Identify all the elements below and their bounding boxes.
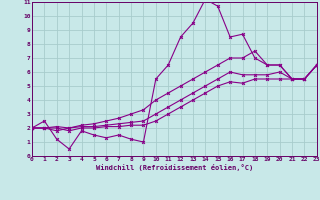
X-axis label: Windchill (Refroidissement éolien,°C): Windchill (Refroidissement éolien,°C) (96, 164, 253, 171)
